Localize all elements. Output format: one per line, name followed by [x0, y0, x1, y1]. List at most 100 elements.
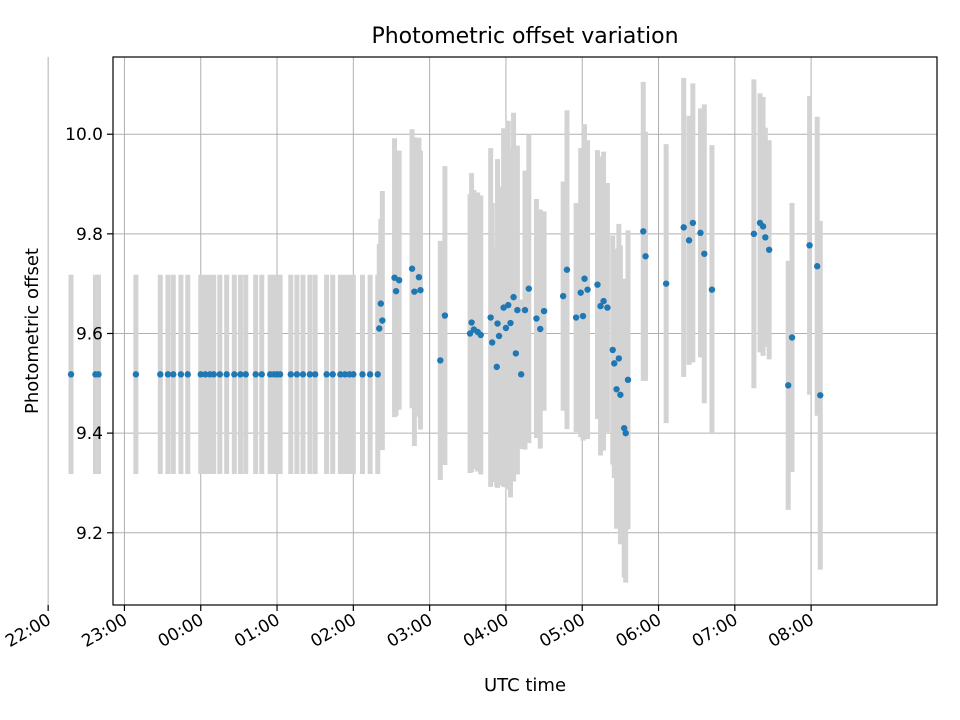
y-tick-label: 9.2: [76, 524, 103, 544]
data-point: [377, 300, 384, 307]
data-point: [579, 312, 587, 320]
data-point: [487, 314, 494, 321]
data-point: [258, 371, 265, 378]
data-point: [611, 360, 618, 367]
data-point: [306, 371, 314, 378]
data-point: [594, 281, 601, 288]
data-point: [164, 371, 172, 378]
data-point: [559, 292, 567, 300]
x-tick-label: 01:00: [231, 610, 283, 652]
data-point: [708, 286, 716, 293]
errorbar-layer: [68, 77, 823, 583]
data-point: [514, 306, 521, 314]
data-point: [223, 371, 230, 378]
data-point: [287, 371, 294, 378]
data-point: [417, 286, 424, 294]
x-tick-label: 23:00: [79, 610, 131, 652]
data-point: [600, 297, 607, 305]
x-tick-label: 02:00: [307, 610, 359, 652]
data-point: [750, 230, 758, 238]
data-point: [95, 371, 102, 378]
data-point: [67, 371, 75, 378]
data-point: [640, 228, 647, 235]
data-point: [231, 371, 238, 378]
data-point: [577, 289, 584, 296]
data-point: [620, 424, 628, 432]
data-point: [293, 371, 301, 378]
data-point: [242, 371, 249, 378]
x-tick-label: 08:00: [765, 610, 817, 652]
data-point: [685, 237, 693, 244]
data-point: [366, 371, 374, 378]
data-point: [337, 371, 344, 378]
data-point: [177, 371, 185, 378]
y-axis-label: Photometric offset: [22, 248, 43, 414]
data-point: [572, 314, 580, 321]
x-axis-label: UTC time: [484, 675, 566, 696]
data-point: [540, 307, 548, 315]
data-point: [814, 263, 821, 270]
data-point: [210, 371, 217, 378]
y-tick-label: 9.6: [76, 324, 103, 344]
data-point: [441, 312, 449, 319]
data-point: [759, 223, 767, 230]
x-tick-label: 00:00: [155, 610, 207, 652]
plot-frame: [112, 56, 938, 606]
data-point: [311, 371, 319, 378]
data-point: [493, 363, 500, 371]
data-point: [415, 273, 423, 281]
data-point: [788, 334, 796, 341]
data-point: [216, 371, 224, 378]
data-point: [521, 306, 529, 314]
data-point: [132, 371, 140, 378]
data-point: [604, 304, 611, 311]
data-point: [494, 320, 501, 327]
data-point: [581, 275, 588, 282]
data-point: [477, 331, 484, 339]
data-point: [624, 376, 632, 384]
data-point: [537, 325, 544, 333]
y-tick-label: 9.4: [76, 424, 103, 444]
data-point: [689, 219, 697, 227]
data-point: [697, 229, 704, 237]
data-point: [563, 266, 571, 273]
data-point: [379, 317, 386, 324]
data-point: [817, 392, 824, 399]
data-point: [505, 301, 512, 309]
data-point: [170, 371, 177, 378]
data-point: [617, 391, 624, 398]
data-point: [597, 302, 604, 310]
y-tick-label: 10.0: [65, 125, 103, 145]
data-point: [762, 234, 769, 241]
data-point: [525, 285, 533, 292]
data-point: [299, 371, 307, 378]
data-point: [395, 276, 403, 284]
data-point: [785, 382, 792, 389]
data-point: [374, 371, 381, 378]
data-point: [615, 355, 623, 362]
data-point: [806, 242, 813, 249]
data-point: [157, 371, 164, 378]
data-point: [680, 224, 687, 231]
data-point: [613, 386, 620, 393]
data-point: [495, 332, 503, 340]
data-point: [502, 324, 510, 332]
x-tick-label: 22:00: [2, 610, 54, 652]
data-point: [252, 371, 259, 378]
data-point: [437, 357, 444, 364]
data-point: [411, 288, 418, 295]
data-point: [512, 350, 520, 357]
data-point: [408, 265, 416, 272]
data-point: [662, 280, 670, 287]
data-point: [341, 371, 349, 378]
data-point: [202, 371, 209, 378]
x-tick-label: 06:00: [613, 610, 665, 652]
data-point: [622, 429, 629, 437]
data-point: [609, 346, 616, 354]
data-point: [392, 287, 400, 295]
x-tick-label: 04:00: [460, 610, 512, 652]
data-point: [507, 319, 514, 327]
data-point: [376, 325, 383, 332]
data-point: [510, 293, 517, 301]
